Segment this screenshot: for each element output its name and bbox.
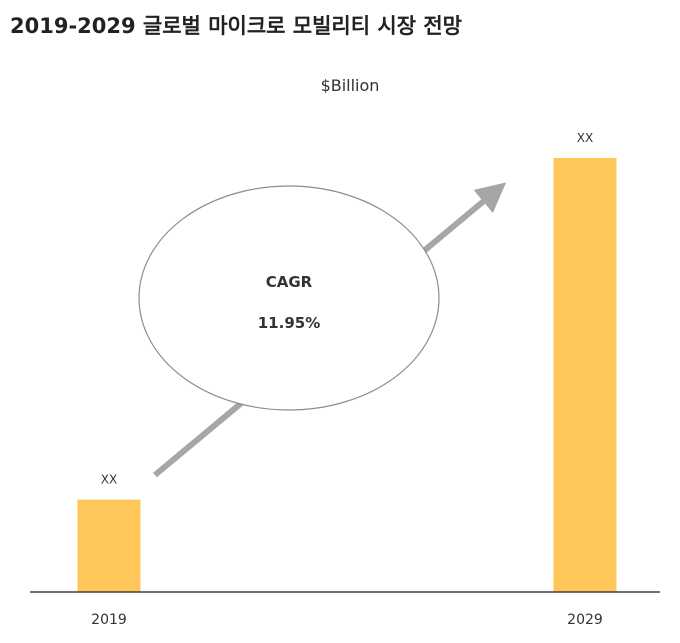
cagr-label: CAGR: [266, 273, 313, 291]
data-label-2019: XX: [101, 473, 117, 487]
cagr-ellipse: [138, 185, 440, 411]
x-tick-label-2019: 2019: [91, 612, 127, 628]
unit-label: $Billion: [320, 76, 380, 95]
bars-group: XX XX: [77, 131, 617, 592]
bar-2029: [553, 158, 617, 592]
page-title: 2019-2029 글로벌 마이크로 모빌리티 시장 전망: [10, 14, 462, 38]
data-label-2029: XX: [577, 131, 593, 145]
bar-2019: [77, 499, 141, 592]
x-tick-label-2029: 2029: [567, 612, 603, 628]
x-tick-labels: 2019 2029: [91, 612, 603, 628]
cagr-value: 11.95%: [258, 314, 320, 332]
